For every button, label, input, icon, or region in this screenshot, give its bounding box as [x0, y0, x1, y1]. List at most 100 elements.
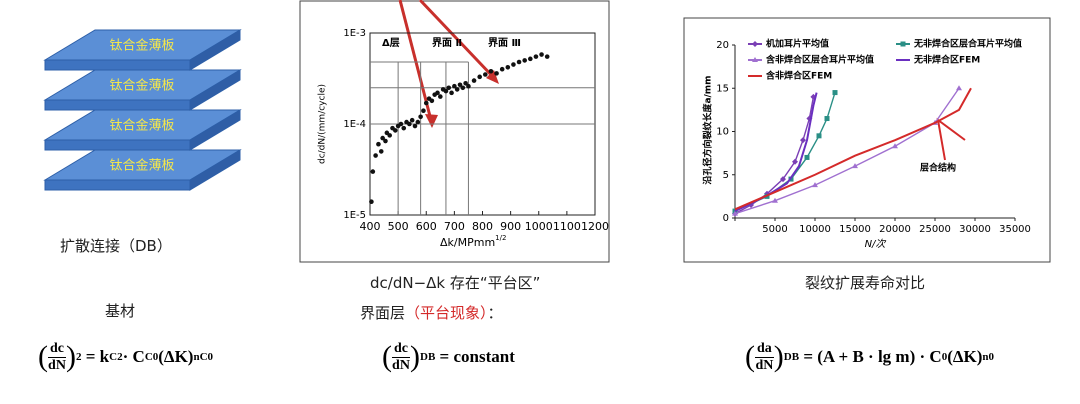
- x-tick-label: 5000: [762, 224, 787, 235]
- x-tick-label: 15000: [839, 224, 871, 235]
- x-tick-label: 30000: [959, 224, 991, 235]
- point: [443, 88, 449, 94]
- point: [423, 100, 429, 106]
- marker: [800, 137, 806, 144]
- marker: [804, 154, 810, 160]
- point: [494, 71, 499, 76]
- annotation: 界面 Ⅱ: [432, 37, 462, 49]
- plate-side: [189, 29, 241, 71]
- marker: [752, 41, 758, 47]
- x-axis-label: Δk/MPmm: [440, 236, 495, 249]
- point: [421, 108, 426, 114]
- marker: [792, 158, 798, 165]
- point: [383, 138, 388, 144]
- y-axis-label: dc/dN/(mm/cycle): [318, 84, 328, 164]
- point: [460, 85, 466, 91]
- plate-label: 钛合金薄板: [109, 38, 174, 54]
- point: [488, 68, 494, 74]
- point: [511, 62, 516, 67]
- marker: [752, 57, 758, 62]
- plate-label: 钛合金薄板: [109, 78, 174, 94]
- arrowhead: [425, 114, 438, 128]
- arrow: [418, 0, 498, 82]
- plate-front: [44, 99, 191, 111]
- label-note: （平台现象）: [405, 304, 488, 322]
- label: 界面层: [360, 304, 406, 322]
- x-tick-label: 500: [388, 220, 409, 233]
- plate-side: [189, 149, 241, 191]
- marker: [780, 176, 786, 183]
- formula: (dc dN) 2 = k C2 · C C0 (ΔK) nC0: [38, 340, 214, 373]
- annotation: 层合结构: [920, 162, 956, 174]
- label: ：: [487, 304, 503, 322]
- point: [505, 64, 511, 70]
- marker: [816, 133, 822, 139]
- series-line: [734, 87, 972, 211]
- plate-front: [44, 59, 191, 71]
- point: [429, 98, 435, 104]
- x-tick-label: 900: [500, 220, 521, 233]
- point: [409, 117, 415, 123]
- point: [415, 119, 421, 125]
- point: [477, 74, 482, 80]
- point: [466, 83, 471, 89]
- chart-frame: [299, 0, 610, 263]
- rhs: (ΔK): [947, 347, 983, 366]
- x-tick-label: 25000: [919, 224, 951, 235]
- marker: [852, 163, 858, 169]
- rhs: nC0: [193, 351, 214, 363]
- point: [457, 82, 463, 88]
- point: [376, 141, 381, 147]
- point: [483, 72, 488, 77]
- point: [407, 121, 412, 127]
- plate-front: [44, 139, 191, 151]
- rhs: = k: [85, 347, 110, 366]
- series-line: [734, 92, 818, 212]
- marker: [772, 197, 778, 203]
- x-axis-label-sup: 1/2: [495, 234, 506, 242]
- marker: [832, 90, 838, 96]
- point: [438, 94, 443, 99]
- rhs: C0: [144, 351, 159, 363]
- point: [370, 169, 376, 174]
- marker: [812, 182, 818, 188]
- x-tick-label: 700: [444, 220, 465, 233]
- caption: dc/dN−Δk 存在“平台区”: [370, 274, 541, 292]
- x-tick-label: 600: [416, 220, 437, 233]
- legend-label: 无非焊合区层合耳片平均值: [913, 38, 1022, 50]
- plate-side: [189, 69, 241, 111]
- point: [452, 83, 457, 89]
- caption: 扩散连接（DB）: [60, 237, 172, 255]
- x-tick-label: 20000: [879, 224, 911, 235]
- x-tick-label: 10000: [799, 224, 831, 235]
- formula: (dc dN) DB = constant: [382, 340, 515, 373]
- rhs: (ΔK): [158, 347, 194, 366]
- point: [454, 87, 460, 92]
- point: [373, 153, 378, 158]
- x-axis-label: N/次: [865, 238, 887, 250]
- marker: [900, 41, 906, 47]
- x-tick-label: 800: [472, 220, 493, 233]
- rhs: · C: [122, 347, 145, 366]
- pointer: [936, 117, 966, 161]
- point: [387, 133, 392, 138]
- y-tick-label: 1E-5: [343, 210, 366, 221]
- point: [522, 58, 527, 63]
- label: 基材: [105, 302, 136, 320]
- point: [499, 66, 505, 72]
- label: 界面层（平台现象）：: [360, 302, 503, 323]
- point: [539, 52, 544, 57]
- den: dN: [392, 357, 410, 373]
- point: [369, 199, 374, 205]
- annotation: 界面 Ⅲ: [488, 37, 521, 49]
- point: [398, 121, 404, 127]
- rhs: = (A + B · lg m) · C: [803, 347, 942, 366]
- y-tick-label: 20: [716, 40, 729, 51]
- arrowhead: [486, 70, 499, 84]
- num: dc: [48, 340, 66, 358]
- point: [463, 81, 468, 86]
- y-tick-label: 1E-3: [343, 28, 366, 39]
- rhs: 0: [941, 351, 948, 363]
